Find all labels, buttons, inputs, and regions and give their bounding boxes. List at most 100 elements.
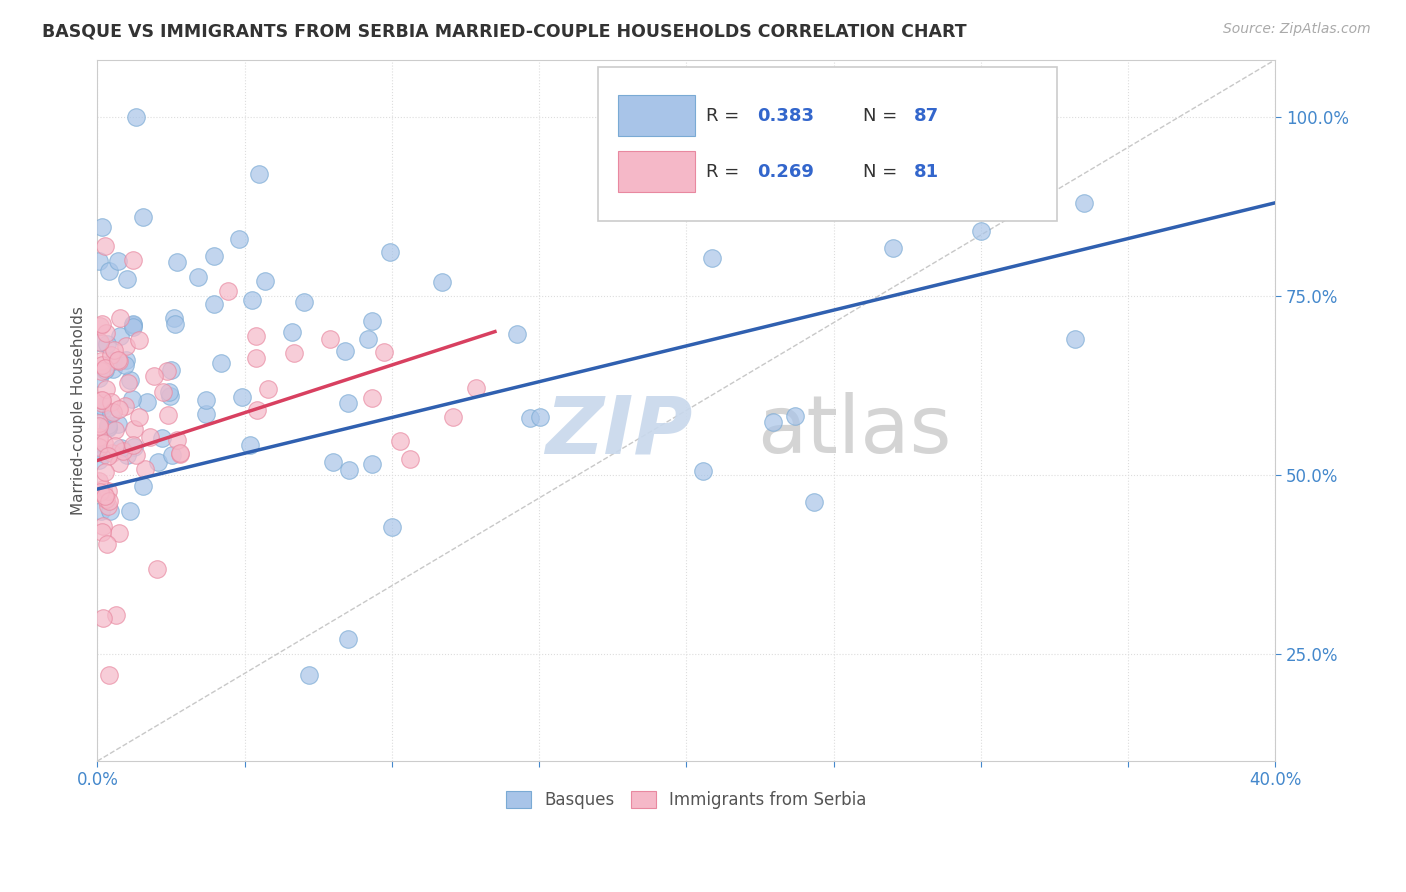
Point [166, 255, 188, 269]
Point [117, 376, 139, 390]
Point [91, 317, 114, 331]
Point [202, 249, 225, 263]
Point [94, 363, 117, 377]
Point [100, 406, 122, 420]
Point [131, 479, 153, 493]
Point [90, 503, 112, 517]
Point [399, 451, 422, 466]
Point [357, 333, 380, 347]
Point [134, 462, 156, 476]
Point [292, 294, 315, 309]
Point [115, 352, 138, 367]
Point [128, 333, 150, 347]
Point [121, 253, 143, 268]
Point [333, 344, 356, 359]
Text: atlas: atlas [756, 392, 952, 470]
Point [202, 297, 225, 311]
Point [122, 440, 145, 454]
Point [94, 360, 117, 375]
Point [298, 668, 321, 682]
Point [97, 499, 120, 513]
Point [121, 317, 143, 331]
Point [803, 495, 825, 509]
Point [361, 391, 384, 405]
Text: 87: 87 [914, 107, 939, 125]
Point [692, 464, 714, 478]
Point [166, 433, 188, 447]
Point [98, 503, 121, 517]
Point [700, 251, 723, 265]
Point [245, 351, 267, 366]
Text: N =: N = [863, 163, 903, 181]
Point [104, 438, 127, 452]
Point [94, 326, 117, 341]
Text: ZIP: ZIP [546, 392, 692, 470]
Point [100, 395, 122, 409]
Point [122, 318, 145, 333]
Point [228, 231, 250, 245]
Point [139, 429, 162, 443]
Point [97, 420, 120, 434]
Point [101, 362, 124, 376]
Point [165, 317, 187, 331]
Point [108, 525, 131, 540]
Point [98, 668, 121, 682]
Point [380, 244, 402, 259]
Point [150, 431, 173, 445]
Point [100, 446, 122, 460]
Point [90, 524, 112, 539]
Point [107, 254, 129, 268]
Point [89, 371, 111, 385]
Point [94, 491, 117, 506]
Point [115, 339, 138, 353]
Point [121, 392, 143, 406]
Point [87, 417, 110, 431]
Y-axis label: Married-couple Households: Married-couple Households [72, 306, 86, 515]
Point [97, 449, 120, 463]
Point [87, 254, 110, 268]
Point [239, 438, 262, 452]
Point [91, 392, 114, 407]
Point [114, 358, 136, 372]
Point [322, 455, 344, 469]
Point [89, 319, 111, 334]
Point [108, 328, 131, 343]
Point [115, 271, 138, 285]
Point [87, 335, 110, 350]
Point [121, 319, 143, 334]
Point [217, 284, 239, 298]
Point [103, 343, 125, 357]
Point [87, 419, 110, 434]
Point [104, 423, 127, 437]
Point [117, 448, 139, 462]
Point [89, 485, 111, 500]
Point [91, 519, 114, 533]
Point [97, 494, 120, 508]
Point [187, 269, 209, 284]
Point [124, 110, 146, 124]
Point [339, 463, 361, 477]
Point [146, 455, 169, 469]
Point [361, 314, 384, 328]
Point [253, 274, 276, 288]
Point [97, 483, 120, 498]
Point [146, 562, 169, 576]
Point [114, 399, 136, 413]
Point [441, 410, 464, 425]
Text: BASQUE VS IMMIGRANTS FROM SERBIA MARRIED-COUPLE HOUSEHOLDS CORRELATION CHART: BASQUE VS IMMIGRANTS FROM SERBIA MARRIED… [42, 22, 967, 40]
Point [89, 453, 111, 467]
Point [111, 444, 134, 458]
Text: 81: 81 [914, 163, 939, 181]
Point [87, 430, 110, 444]
Point [336, 396, 359, 410]
Legend: Basques, Immigrants from Serbia: Basques, Immigrants from Serbia [499, 784, 873, 816]
Point [389, 434, 412, 449]
Point [107, 353, 129, 368]
Point [785, 409, 807, 423]
Point [110, 441, 132, 455]
Point [245, 329, 267, 343]
Point [465, 381, 488, 395]
Point [94, 238, 117, 252]
Point [96, 537, 118, 551]
Point [101, 353, 124, 368]
